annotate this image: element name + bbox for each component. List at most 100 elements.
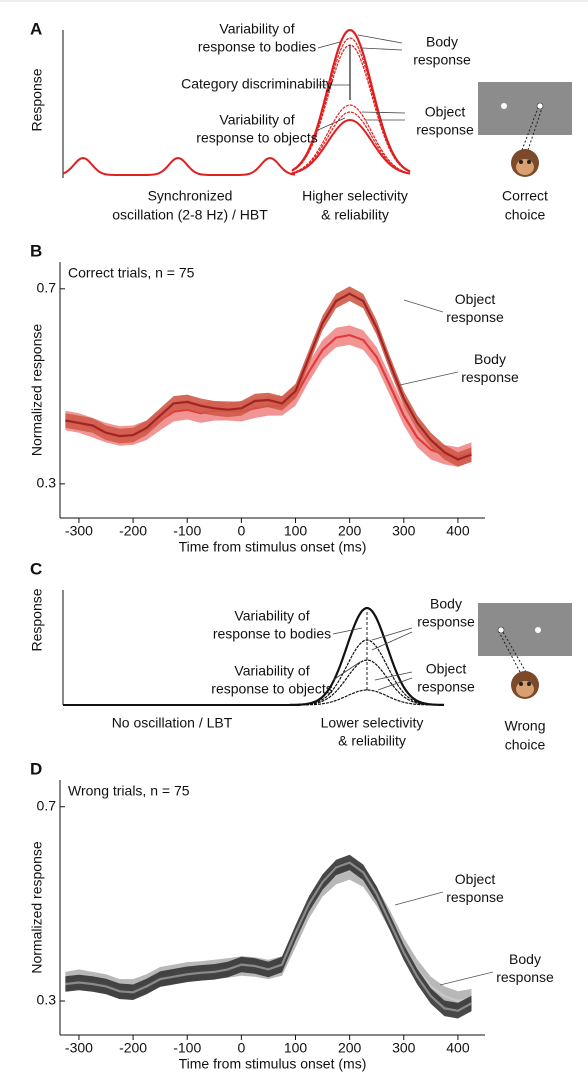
leader-lines: [332, 627, 413, 691]
response-curve: [290, 659, 444, 706]
chart-title: Wrong trials, n = 75: [68, 783, 190, 799]
curves: [62, 28, 411, 176]
response-curve: [291, 28, 411, 173]
x-tick-label: 300: [392, 1040, 416, 1056]
response-curve: [291, 37, 411, 173]
series-line: [65, 292, 472, 461]
leader-lines: [317, 34, 406, 131]
annotation: response: [413, 52, 471, 68]
annotation: response to objects: [196, 130, 317, 146]
leader-line: [399, 371, 459, 386]
gaze: [521, 107, 543, 151]
x-tick-label: -100: [173, 523, 201, 539]
curves: [63, 607, 445, 706]
caption: oscillation (2-8 Hz) / HBT: [112, 207, 268, 223]
x-tick-label: 200: [338, 1040, 362, 1056]
gaze: [498, 631, 527, 673]
y-tick-label: 0.3: [37, 992, 57, 1008]
annotation: Category discriminability: [181, 76, 333, 92]
caption: Lower selectivity: [321, 715, 424, 731]
annotation: Body: [426, 34, 458, 50]
x-tick-label: -100: [173, 1040, 201, 1056]
monkey: [511, 671, 539, 699]
caption: & reliability: [338, 733, 406, 749]
response-curve: [290, 689, 444, 706]
x-tick-label: 300: [392, 523, 416, 539]
response-curve: [290, 607, 444, 706]
response-curve: [289, 639, 445, 706]
y-tick-label: 0.3: [37, 475, 57, 491]
schematic-a: Response Variability of response to bodi…: [29, 21, 572, 223]
annotation: Variability of: [234, 608, 309, 624]
response-curve: [291, 111, 411, 175]
schematic-c: Response Variability of response to bodi…: [29, 588, 572, 753]
panel-label: C: [30, 559, 42, 578]
series-line: [65, 861, 473, 1012]
error-band: [65, 854, 472, 1019]
x-axis-label: Time from stimulus onset (ms): [179, 1056, 367, 1072]
annotation: response to bodies: [213, 626, 331, 642]
y-label: Response: [29, 68, 45, 131]
annotation: response: [417, 679, 475, 695]
annotation: Body: [430, 596, 462, 612]
x-tick-label: 100: [284, 1040, 308, 1056]
leader-line: [439, 971, 494, 986]
x-axis-label: Time from stimulus onset (ms): [179, 539, 367, 555]
target: [535, 627, 541, 633]
annotation: Object: [425, 104, 466, 120]
panel-label: B: [30, 241, 42, 260]
line-chart: 0.3 0.7 -300 -200 -100 0 100 200 300 400 Time from…: [29, 780, 554, 1072]
y-axis-label: Normalized response: [29, 841, 45, 973]
panel-label: D: [30, 759, 42, 778]
error-band: [65, 286, 472, 467]
chart-title: Correct trials, n = 75: [68, 265, 195, 281]
target: [497, 626, 505, 634]
x-tick-label: -300: [65, 523, 93, 539]
response-curve: [291, 44, 411, 173]
caption: & reliability: [321, 207, 389, 223]
series-label: Object response: [446, 871, 504, 905]
caption: choice: [505, 737, 546, 753]
annotation: response to bodies: [198, 39, 316, 55]
caption: Wrong: [505, 718, 546, 734]
annotation: response: [416, 122, 474, 138]
x-tick-label: -300: [65, 1040, 93, 1056]
y-tick-label: 0.7: [37, 280, 57, 296]
oscillation: [62, 156, 296, 176]
target: [501, 103, 507, 109]
y-axis-label: Normalized response: [29, 324, 45, 456]
response-curve: [291, 104, 411, 174]
target: [536, 102, 544, 110]
series-label: Object response: [446, 291, 504, 325]
x-tick-label: 200: [338, 523, 362, 539]
annotation: Variability of: [219, 21, 294, 37]
x-tick-label: 0: [237, 1040, 245, 1056]
annotation: response: [417, 614, 475, 630]
series-label: Body response: [461, 351, 519, 385]
error-band: [65, 325, 472, 467]
caption: Correct: [502, 188, 548, 204]
panel-label: A: [30, 19, 42, 38]
caption: choice: [505, 207, 546, 223]
series-label: Body response: [496, 951, 554, 985]
x-tick-label: 400: [446, 523, 470, 539]
screen: [478, 603, 572, 656]
monkey: [511, 149, 539, 177]
annotation: Variability of: [219, 112, 294, 128]
screen: [478, 82, 572, 135]
y-tick-label: 0.7: [37, 797, 57, 813]
caption: Synchronized: [148, 188, 233, 204]
x-tick-label: 100: [284, 523, 308, 539]
annotation: Variability of: [234, 663, 309, 679]
x-tick-label: -200: [119, 1040, 147, 1056]
annotation: Object: [426, 661, 467, 677]
annotation: response to objects: [211, 681, 332, 697]
y-label: Response: [29, 588, 45, 651]
line-chart: 0.3 0.7 -300 -200 -100 0 100 200 300 400 Time from…: [29, 262, 519, 555]
x-tick-label: 400: [446, 1040, 470, 1056]
response-curve: [291, 118, 411, 175]
caption: No oscillation / LBT: [112, 715, 233, 731]
caption: Higher selectivity: [302, 188, 408, 204]
